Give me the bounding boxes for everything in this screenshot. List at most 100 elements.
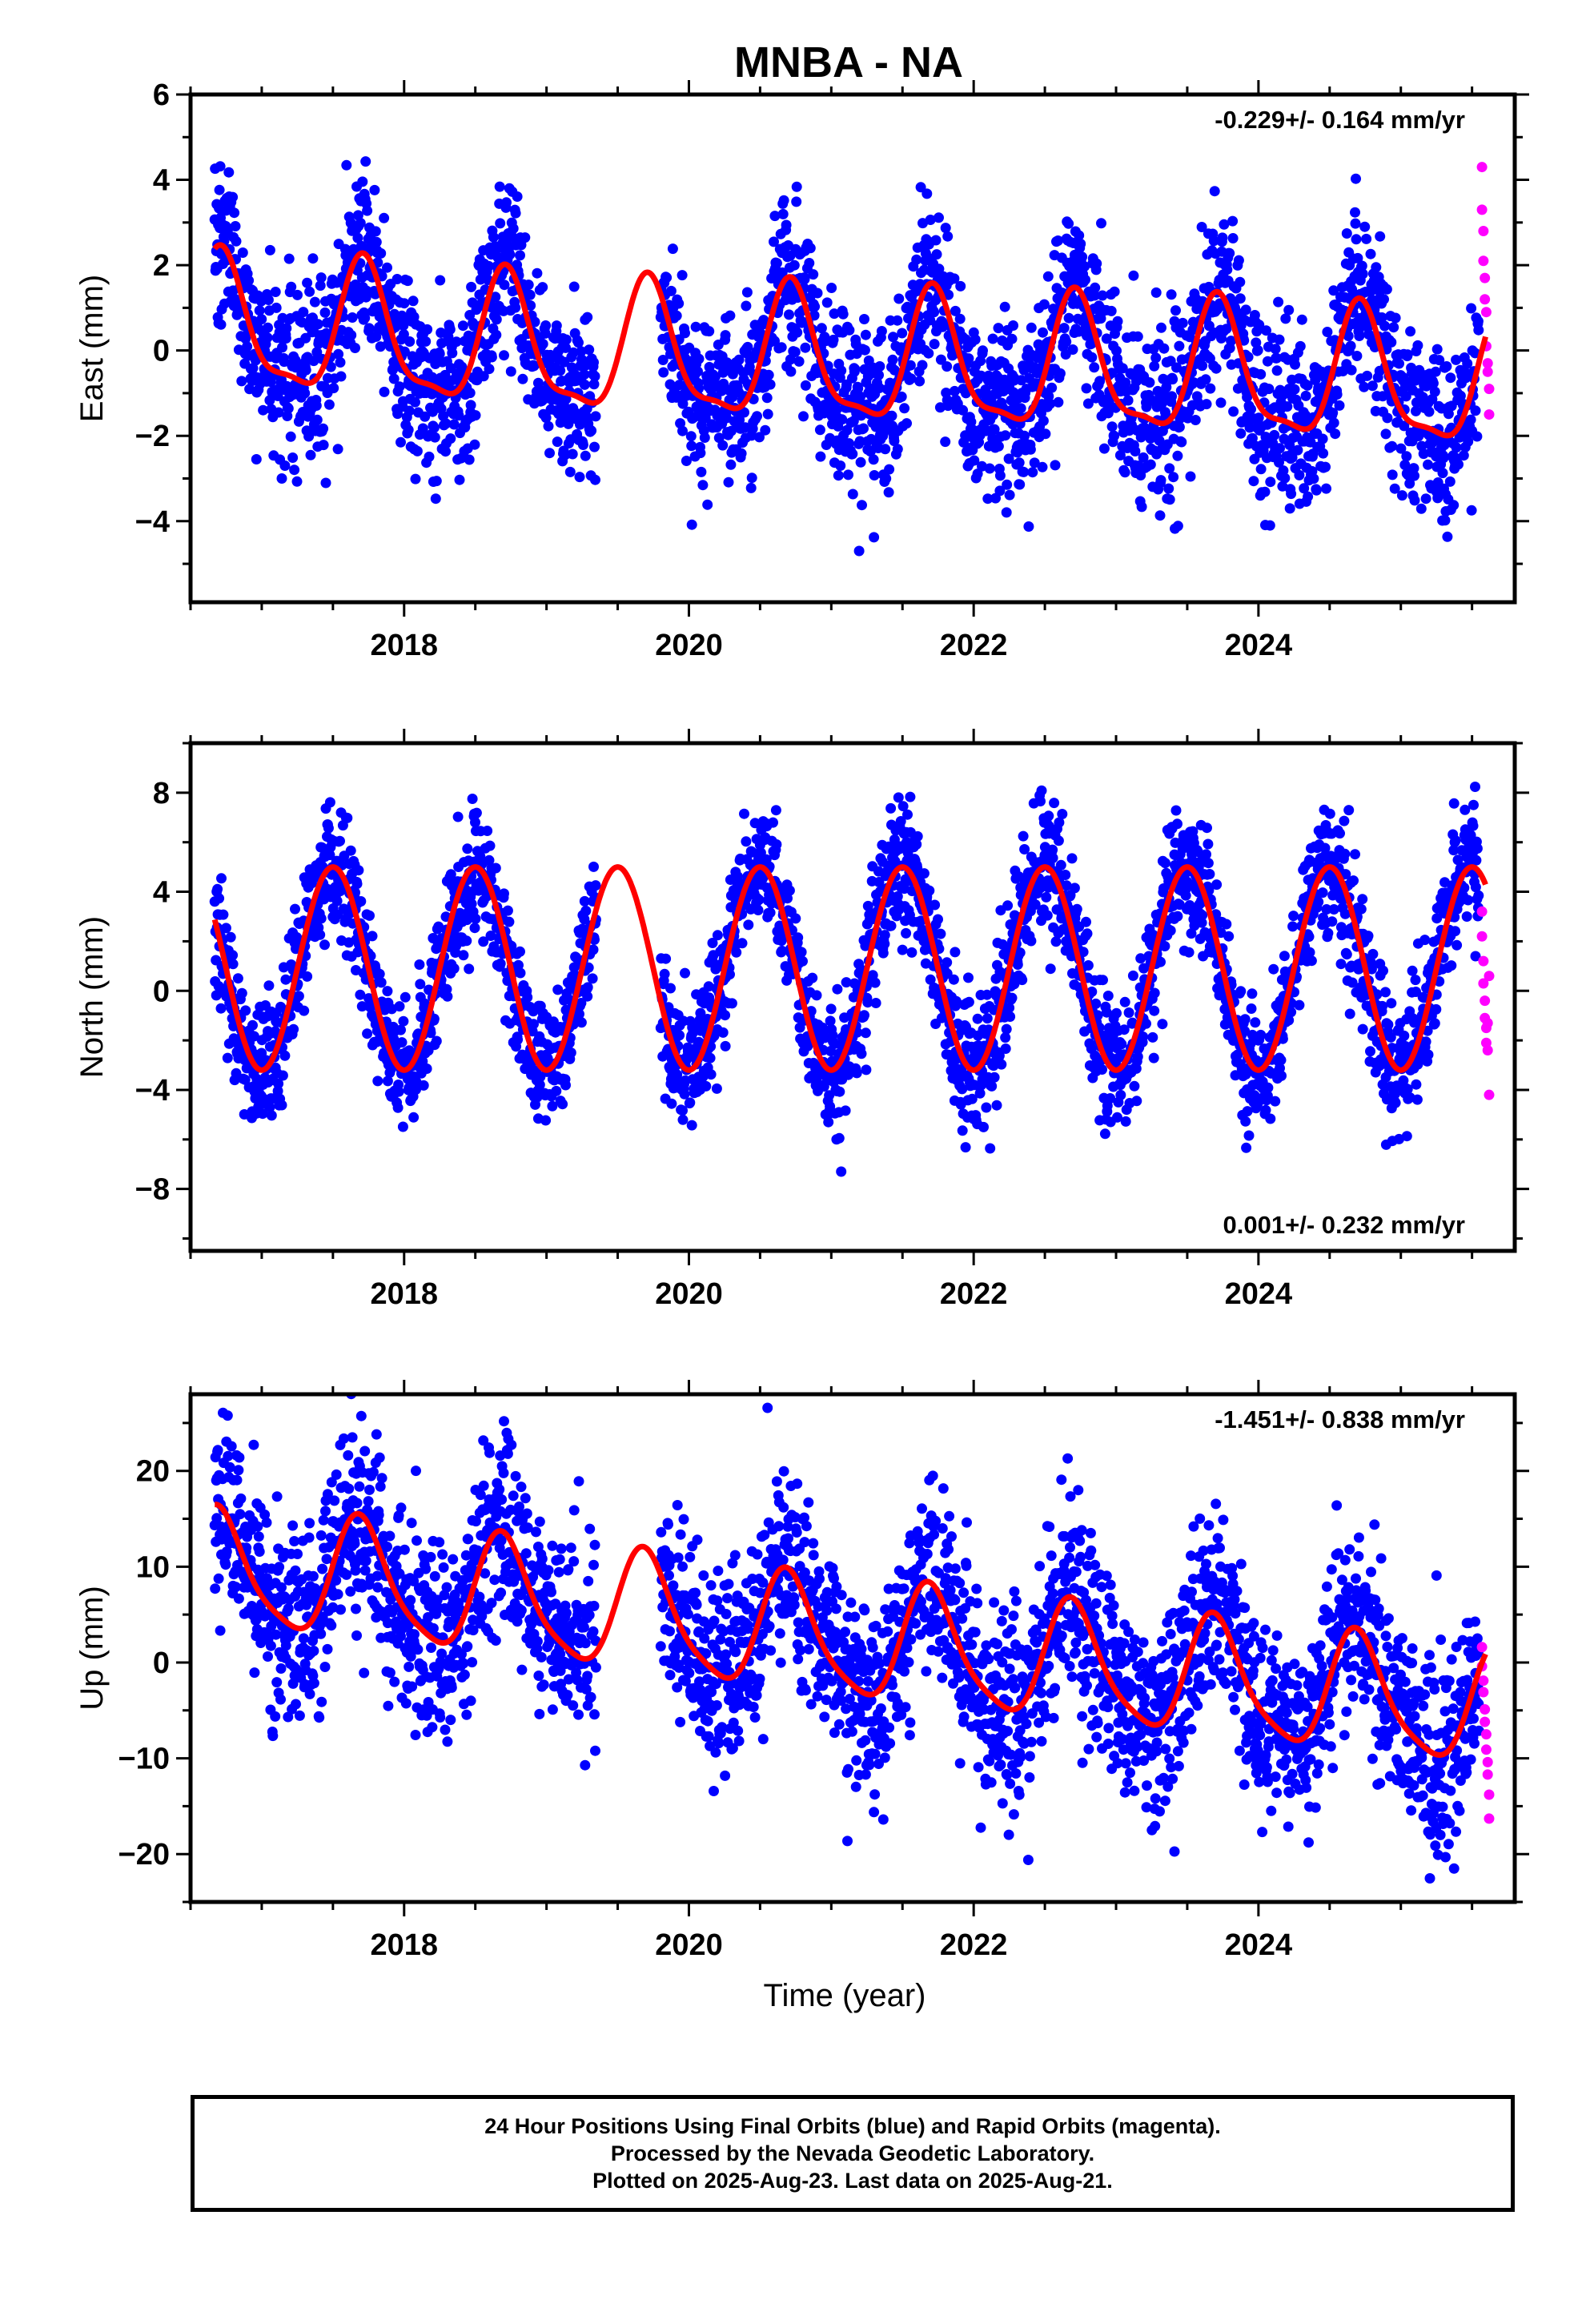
east-point (1271, 352, 1283, 364)
east-point (1420, 493, 1431, 505)
east-point (983, 370, 994, 381)
east-point (1350, 218, 1361, 229)
east-point (746, 472, 757, 484)
east-point (1077, 251, 1088, 263)
east-point (1321, 483, 1331, 494)
east-point (781, 219, 792, 231)
east-point (1158, 343, 1170, 354)
east-point (1114, 450, 1126, 460)
north-point (768, 817, 778, 828)
east-point (1172, 450, 1183, 461)
east-point (665, 285, 677, 296)
north-point (414, 959, 425, 970)
north-point (784, 885, 795, 896)
east-point (699, 432, 710, 443)
east-point (1037, 461, 1048, 472)
east-point (1119, 467, 1130, 478)
east-point (1389, 483, 1400, 494)
east-point (574, 472, 585, 483)
east-point (589, 371, 600, 382)
north-point (502, 905, 513, 916)
north-point (247, 1019, 258, 1031)
east-point (943, 289, 954, 300)
east-point (905, 373, 917, 384)
north-point (240, 1005, 251, 1016)
east-point (880, 444, 891, 455)
north-point (685, 1097, 696, 1108)
east-point (1155, 475, 1166, 486)
east-point (1394, 358, 1404, 369)
north-point (364, 910, 375, 921)
east-point (1444, 476, 1456, 487)
east-point (491, 314, 502, 325)
east-point (1320, 461, 1331, 472)
north-point (717, 1027, 729, 1038)
y-tick-label: 2 (153, 249, 170, 283)
east-point (745, 482, 757, 493)
north-point (957, 1125, 968, 1136)
east-rapid-point (1484, 384, 1495, 395)
east-rate-label: -0.229+/- 0.164 mm/yr (1215, 106, 1465, 134)
east-point (725, 425, 737, 436)
east-point (677, 425, 688, 436)
east-point (1379, 294, 1389, 305)
north-point (985, 1143, 996, 1154)
east-point (1023, 521, 1034, 532)
east-point (214, 184, 225, 195)
east-point (230, 221, 241, 231)
east-point (1303, 491, 1314, 502)
east-point (800, 342, 811, 353)
east-point (484, 364, 495, 375)
east-point (821, 297, 833, 308)
east-point (1341, 228, 1352, 239)
east-point (1289, 384, 1300, 395)
north-point (753, 905, 764, 915)
east-point (954, 313, 966, 324)
east-point (1201, 399, 1212, 410)
north-point (1041, 891, 1052, 903)
east-point (1015, 403, 1026, 414)
east-point (1046, 382, 1058, 393)
north-point (1049, 798, 1060, 809)
east-point (1408, 463, 1419, 474)
east-point (1455, 390, 1466, 401)
east-point (1275, 443, 1285, 454)
north-point (433, 921, 444, 932)
east-point (1176, 436, 1187, 448)
east-point (1327, 408, 1339, 418)
east-point (1328, 285, 1339, 296)
east-point (486, 352, 497, 363)
north-point (431, 1035, 442, 1047)
east-point (1401, 451, 1412, 462)
east-point (335, 357, 346, 368)
north-point (231, 1068, 242, 1079)
east-point (1144, 377, 1155, 388)
east-point (667, 243, 678, 255)
east-point (785, 354, 796, 365)
east-point (1089, 362, 1100, 373)
north-point (905, 791, 916, 802)
east-point (758, 315, 769, 326)
east-point (568, 281, 580, 292)
east-point (451, 336, 462, 348)
north-point (227, 959, 239, 970)
east-point (510, 302, 521, 313)
north-point (220, 923, 231, 934)
east-point (229, 207, 240, 219)
east-point (347, 312, 358, 323)
east-point (1000, 430, 1011, 441)
y-tick-label: 4 (153, 164, 170, 198)
east-point (464, 388, 476, 399)
east-point (525, 300, 536, 311)
north-point (288, 1023, 299, 1035)
east-point (491, 329, 502, 340)
east-point (1154, 510, 1166, 521)
east-point (1330, 428, 1341, 440)
east-point (887, 354, 898, 365)
east-point (391, 274, 403, 284)
east-point (285, 431, 296, 442)
east-point (815, 451, 826, 462)
east-point (524, 289, 536, 300)
east-point (1163, 483, 1174, 494)
north-point (1045, 963, 1056, 975)
